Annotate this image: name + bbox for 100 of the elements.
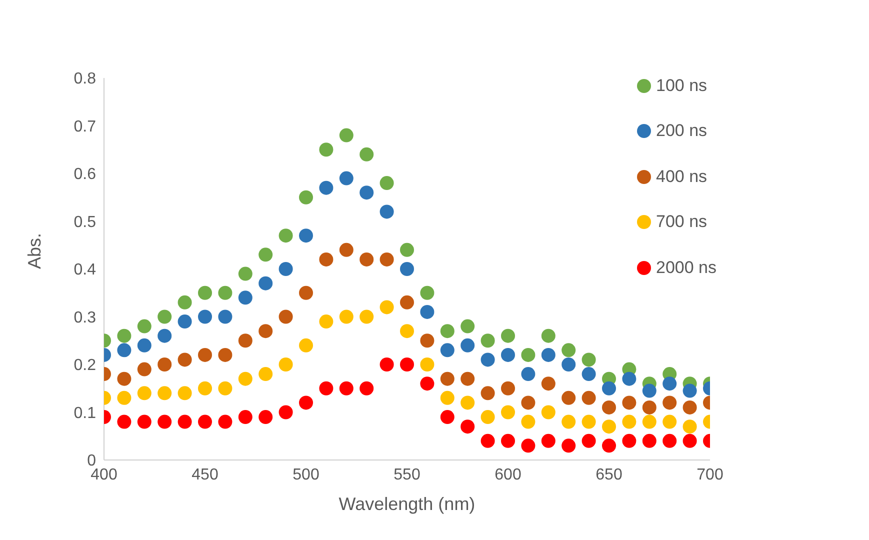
point: [380, 300, 394, 314]
point: [480, 334, 495, 348]
point: [602, 381, 616, 396]
point: [420, 286, 434, 300]
point: [218, 381, 232, 396]
point: [480, 352, 495, 367]
x-tick-label: 650: [596, 466, 622, 484]
point: [198, 381, 212, 396]
point: [440, 410, 454, 424]
point: [339, 171, 354, 186]
point: [562, 343, 576, 358]
point: [440, 372, 454, 386]
point: [582, 367, 596, 382]
point: [440, 324, 454, 338]
point: [521, 348, 536, 362]
point: [178, 295, 192, 310]
point: [521, 438, 536, 453]
point: [360, 147, 374, 162]
point: [602, 420, 616, 434]
point: [460, 420, 475, 434]
point: [299, 286, 313, 300]
point: [158, 310, 172, 324]
point: [662, 396, 677, 410]
point: [501, 381, 515, 396]
point: [137, 414, 152, 429]
point: [319, 142, 334, 157]
point: [460, 338, 475, 352]
point: [278, 262, 293, 276]
point: [420, 376, 434, 391]
point: [218, 286, 232, 300]
point: [319, 314, 334, 329]
y-tick-label: 0.3: [74, 309, 96, 326]
point: [541, 328, 556, 343]
point: [158, 414, 172, 429]
point: [400, 262, 414, 276]
point: [521, 367, 536, 382]
point: [117, 328, 132, 343]
point: [642, 384, 656, 398]
point: [278, 310, 293, 324]
point: [541, 434, 556, 448]
point: [562, 438, 576, 453]
point: [622, 372, 636, 386]
legend-label: 2000 ns: [656, 258, 716, 278]
point: [380, 252, 394, 266]
point: [299, 228, 313, 243]
point: [258, 324, 273, 338]
point: [642, 414, 656, 429]
point: [198, 414, 212, 429]
point: [137, 319, 152, 334]
point: [501, 405, 515, 420]
x-axis-title: Wavelength (nm): [338, 494, 476, 514]
point: [258, 367, 273, 382]
point: [440, 343, 454, 358]
point: [460, 319, 475, 334]
point: [258, 276, 273, 290]
x-tick-label: 700: [696, 466, 724, 484]
point: [238, 372, 252, 386]
point: [602, 438, 616, 453]
point: [278, 358, 293, 372]
point: [158, 328, 172, 343]
y-tick-label: 0.2: [74, 357, 96, 374]
point: [662, 434, 677, 448]
point: [238, 410, 252, 424]
y-tick-label: 0.6: [74, 166, 96, 184]
point: [299, 190, 313, 204]
point: [178, 352, 192, 367]
point: [562, 390, 576, 405]
point: [360, 252, 374, 266]
point: [380, 176, 394, 190]
point: [480, 410, 495, 424]
point: [198, 310, 212, 324]
point: [360, 381, 374, 396]
point: [238, 266, 252, 281]
y-axis-title: Abs.: [24, 232, 44, 269]
x-tick-label: 550: [394, 466, 420, 484]
point: [117, 390, 132, 405]
y-tick-label: 0.4: [74, 262, 96, 279]
point: [319, 381, 334, 396]
point: [299, 396, 313, 410]
point: [541, 348, 556, 362]
point: [137, 386, 152, 400]
point: [642, 434, 656, 448]
legend-label: 400 ns: [656, 166, 708, 187]
y-tick-label: 0.5: [74, 214, 96, 231]
y-tick-label: 0.7: [74, 118, 96, 136]
point: [400, 295, 414, 310]
point: [400, 358, 414, 372]
legend-label: 700 ns: [656, 212, 708, 232]
point: [258, 248, 273, 262]
point: [420, 358, 434, 372]
point: [278, 405, 293, 420]
point: [480, 434, 495, 448]
point: [319, 180, 334, 195]
point: [339, 381, 354, 396]
y-tick-label: 0.8: [74, 70, 96, 88]
legend-label: 100 ns: [656, 76, 708, 96]
point: [662, 376, 677, 391]
point: [662, 414, 677, 429]
point: [319, 252, 334, 266]
point: [360, 186, 374, 200]
